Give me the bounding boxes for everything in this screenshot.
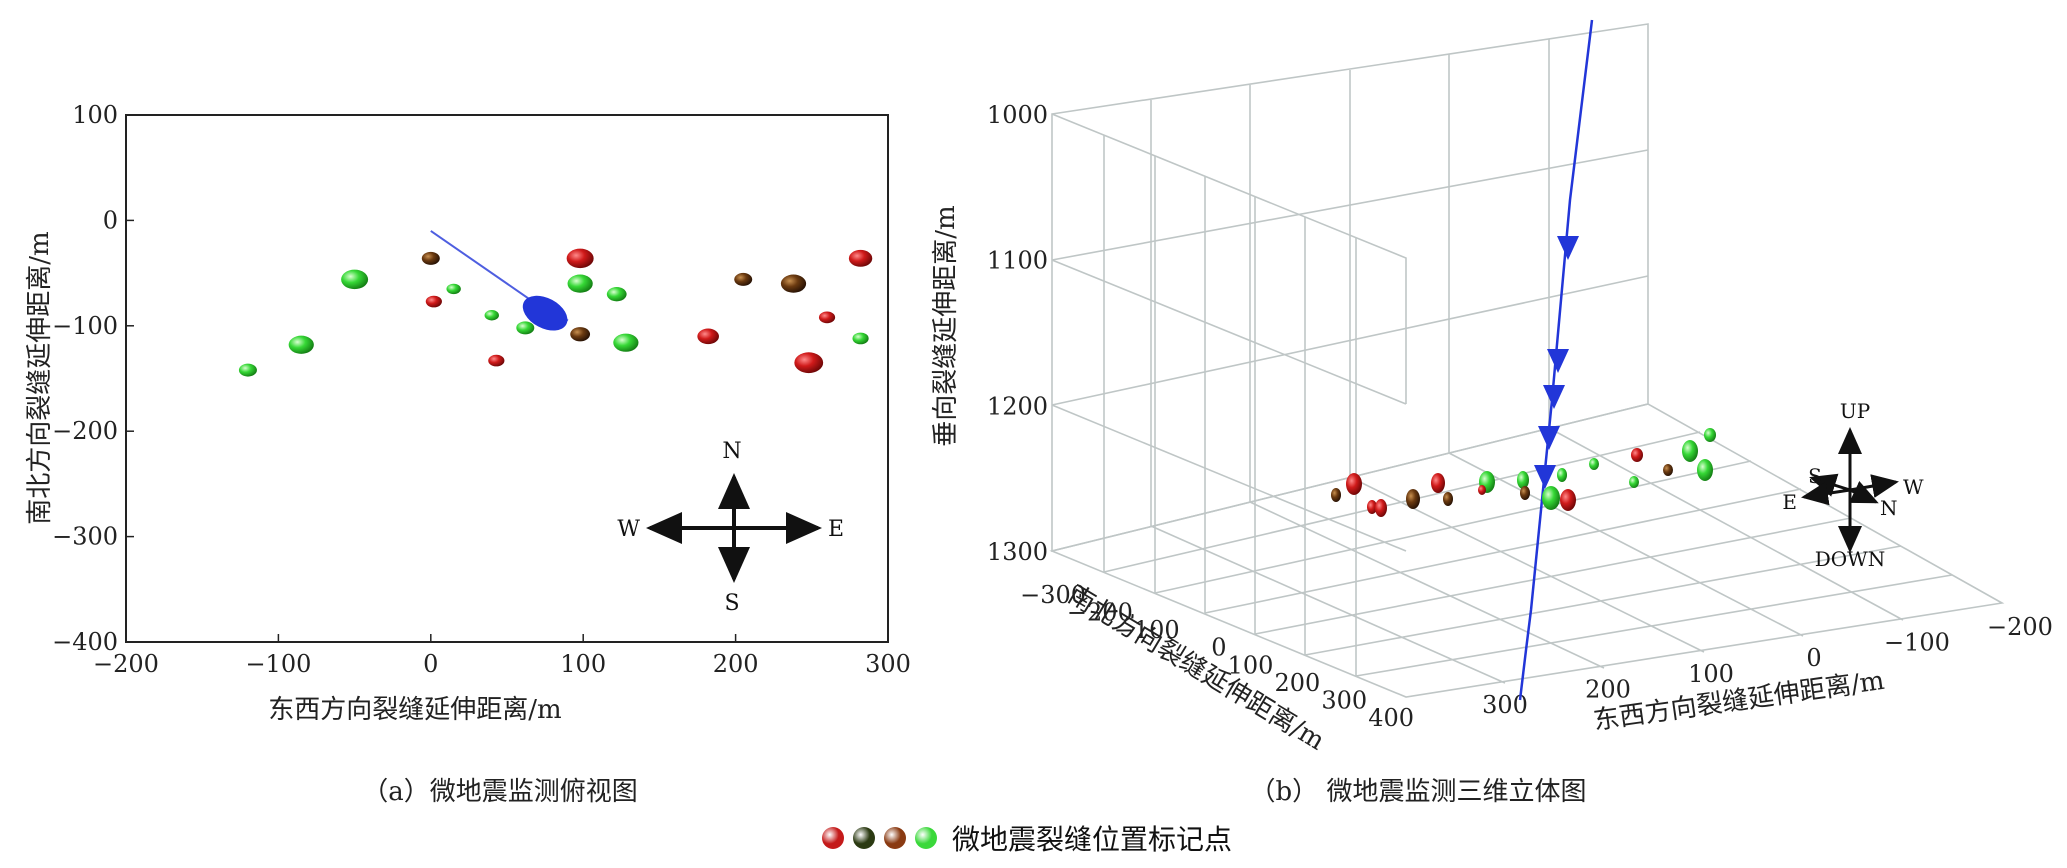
compass-east-arrow-3d <box>1801 481 1851 506</box>
x-tick-label: −200 <box>93 650 159 678</box>
legend: 微地震裂缝位置标记点 <box>822 818 1232 858</box>
3d-view-caption: （b） 微地震监测三维立体图 <box>1250 777 1587 807</box>
z-tick-label: 1200 <box>987 392 1048 420</box>
y-tick-label-3d: 200 <box>1274 669 1320 697</box>
legend-swatch-green <box>915 827 937 849</box>
event-point <box>606 287 627 302</box>
event-point <box>566 248 594 269</box>
compass-down-label: DOWN <box>1815 547 1886 571</box>
event-point <box>613 333 639 352</box>
event-point <box>734 272 753 286</box>
top-view-event-markers <box>238 248 873 377</box>
3d-x-axis-title: 东西方向裂缝延伸距离/m <box>1592 666 1887 737</box>
event-point <box>484 310 499 321</box>
top-view-y-axis-title: 南北方向裂缝延伸距离/m <box>25 231 55 524</box>
3d-well-trajectory <box>1518 19 1594 701</box>
z-tick-label: 1100 <box>987 247 1048 275</box>
y-tick-label: 0 <box>103 206 118 234</box>
event-point <box>488 354 505 367</box>
x-tick-label: 100 <box>560 650 606 678</box>
top-view-compass: N S E W <box>617 439 844 616</box>
z-tick-label: 1000 <box>987 101 1048 129</box>
z-tick-label: 1300 <box>987 538 1048 566</box>
top-view-x-axis-title: 东西方向裂缝延伸距离/m <box>268 695 561 725</box>
compass-up-label: UP <box>1840 399 1870 423</box>
event-point <box>570 327 591 342</box>
x-tick-label-3d: 200 <box>1585 675 1631 703</box>
y-tick-label: −200 <box>52 417 118 445</box>
event-point <box>848 249 873 267</box>
event-point <box>446 283 461 295</box>
compass-e-label: E <box>828 517 844 542</box>
compass-w-label: W <box>617 517 640 542</box>
event-point <box>425 295 442 308</box>
well-head-marker <box>522 295 568 331</box>
compass-s-label: S <box>724 591 739 616</box>
compass-north-arrow-3d <box>1849 481 1879 504</box>
top-view-y-ticks: 100 0 −100 −200 −300 −400 <box>52 101 134 656</box>
x-tick-label: 0 <box>423 650 438 678</box>
3d-z-axis-title: 垂向裂缝延伸距离/m <box>931 205 961 446</box>
legend-swatch-dark-green <box>853 827 875 849</box>
3d-event-markers <box>1331 428 1716 517</box>
top-view-well-path <box>430 230 569 331</box>
x-tick-label: −100 <box>245 650 311 678</box>
event-point <box>567 274 593 293</box>
y-tick-label-3d: 0 <box>1211 634 1226 662</box>
x-tick-label: 200 <box>713 650 759 678</box>
y-tick-label-3d: 400 <box>1368 704 1414 732</box>
legend-swatch-brown <box>884 827 906 849</box>
compass-e-label-3d: E <box>1782 490 1797 514</box>
top-view-plot-frame <box>125 114 889 643</box>
3d-compass: UP DOWN S W E N <box>1782 399 1924 571</box>
event-point <box>421 251 440 265</box>
x-tick-label-3d: −100 <box>1884 629 1950 657</box>
y-tick-label: −300 <box>52 523 118 551</box>
y-tick-label: −100 <box>52 312 118 340</box>
event-point <box>780 274 807 293</box>
x-tick-label-3d: −200 <box>1987 613 2053 641</box>
event-point <box>697 328 719 345</box>
y-tick-label: 100 <box>72 101 118 129</box>
event-point <box>516 321 535 335</box>
compass-south-arrow-3d <box>1809 473 1851 497</box>
event-point <box>288 335 314 354</box>
y-tick-label-3d: 100 <box>1228 651 1274 679</box>
3d-grid <box>1049 23 2005 698</box>
event-point <box>852 332 869 345</box>
y-tick-label-3d: 300 <box>1321 686 1367 714</box>
legend-swatch-red <box>822 827 844 849</box>
top-view-caption: （a）微地震监测俯视图 <box>362 777 638 807</box>
compass-west-arrow-3d <box>1849 474 1899 498</box>
x-tick-label-3d: 100 <box>1688 660 1734 688</box>
top-view-x-ticks: −200 −100 0 100 200 300 <box>93 634 911 678</box>
compass-n-label: N <box>722 439 741 464</box>
compass-s-label-3d: S <box>1808 464 1822 488</box>
compass-n-label-3d: N <box>1880 496 1898 520</box>
top-view-chart: 1000−100−200−300−400 −200 −100 0 100 200 300 … <box>25 101 911 807</box>
compass-w-label-3d: W <box>1903 475 1924 499</box>
event-point <box>238 363 257 377</box>
event-point <box>794 352 824 374</box>
y-tick-label-3d: −200 <box>1067 599 1133 627</box>
3d-z-ticks: 1000 1100 1200 1300 <box>987 101 1048 566</box>
legend-label: 微地震裂缝位置标记点 <box>952 823 1233 856</box>
event-point <box>341 269 369 290</box>
y-tick-label-3d: −300 <box>1020 581 1086 609</box>
event-point <box>818 311 836 324</box>
y-tick-label: −400 <box>52 628 118 656</box>
x-tick-label: 300 <box>865 650 911 678</box>
y-tick-label-3d: −100 <box>1114 616 1180 644</box>
x-tick-label-3d: 0 <box>1806 644 1821 672</box>
